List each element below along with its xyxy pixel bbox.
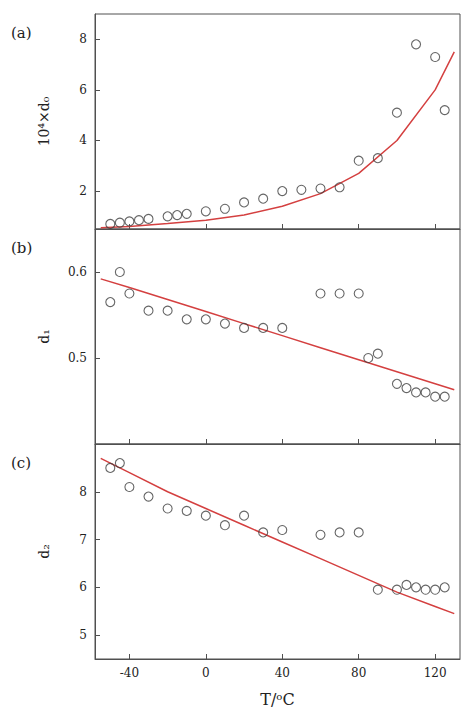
svg-text:T/ᵒC: T/ᵒC <box>260 690 294 709</box>
svg-text:0.5: 0.5 <box>68 351 87 365</box>
svg-text:(b): (b) <box>11 239 32 257</box>
svg-text:80: 80 <box>351 666 366 680</box>
svg-text:7: 7 <box>79 533 87 547</box>
svg-text:6: 6 <box>79 580 87 594</box>
svg-text:4: 4 <box>79 133 87 147</box>
svg-text:8: 8 <box>79 32 87 46</box>
svg-text:10⁴×d₀: 10⁴×d₀ <box>36 96 52 146</box>
svg-text:0: 0 <box>202 666 210 680</box>
svg-text:(c): (c) <box>11 454 31 472</box>
svg-text:2: 2 <box>79 184 87 198</box>
svg-text:8: 8 <box>79 485 87 499</box>
svg-text:120: 120 <box>424 666 447 680</box>
svg-text:40: 40 <box>275 666 290 680</box>
svg-text:-40: -40 <box>120 666 139 680</box>
svg-text:6: 6 <box>79 83 87 97</box>
svg-text:0.6: 0.6 <box>68 265 87 279</box>
svg-text:5: 5 <box>79 628 87 642</box>
svg-text:d₁: d₁ <box>36 329 52 344</box>
svg-text:(a): (a) <box>11 24 32 42</box>
svg-text:d₂: d₂ <box>36 544 52 559</box>
